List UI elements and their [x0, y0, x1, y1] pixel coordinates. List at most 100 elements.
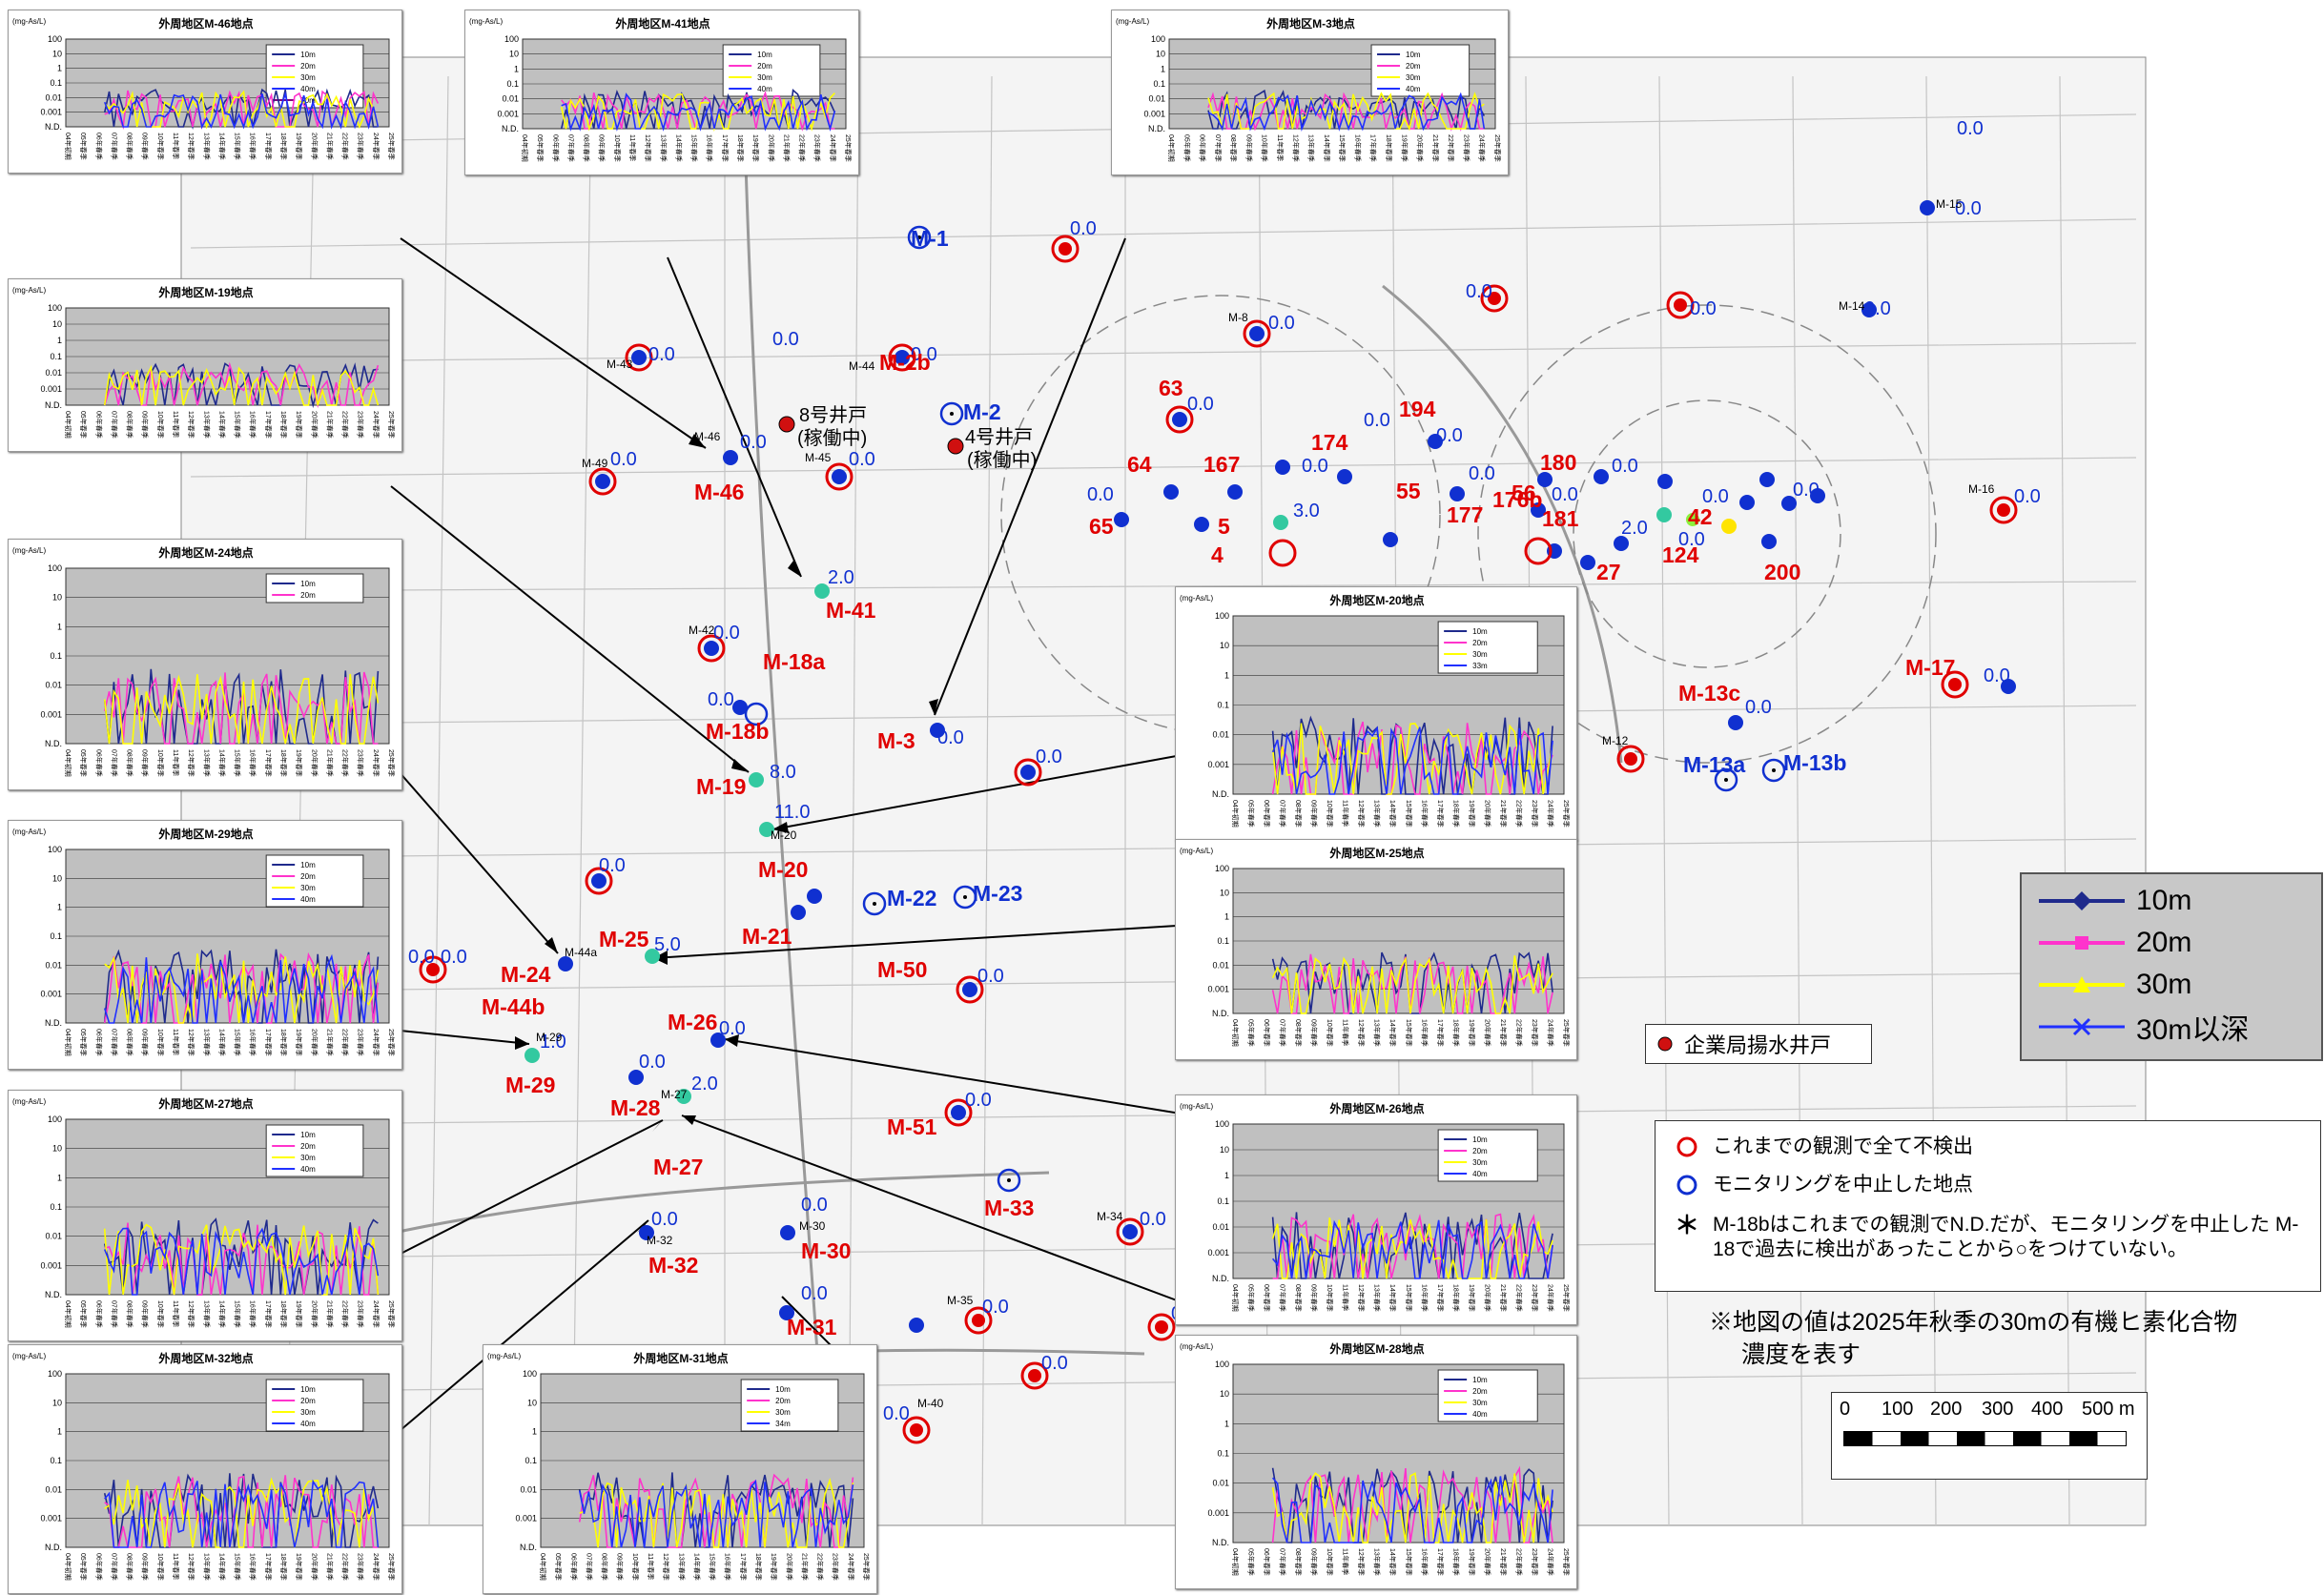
- map-label: M-41: [826, 598, 876, 623]
- x-tick-label: 17年春季: [1436, 800, 1445, 828]
- svg-text:0.0: 0.0: [1187, 394, 1214, 415]
- x-tick-label: 07年春季: [110, 133, 118, 160]
- x-tick-label: 12年春季: [1357, 1548, 1366, 1576]
- legend-label: 20m: [1472, 639, 1488, 647]
- x-tick-label: 19年春季: [295, 411, 303, 439]
- svg-text:M-16: M-16: [1968, 482, 1995, 496]
- x-tick-label: 16年春季: [249, 1300, 257, 1328]
- x-tick-label: 18年春季: [736, 134, 745, 162]
- svg-text:0.0: 0.0: [441, 947, 467, 968]
- svg-text:M-12: M-12: [1602, 734, 1629, 747]
- x-tick-label: 19年春季: [295, 1300, 303, 1328]
- y-tick-label: 0.01: [1212, 960, 1229, 970]
- x-tick-label: 25年春季: [862, 1553, 871, 1581]
- x-tick-label: 24年春季: [1546, 1284, 1554, 1312]
- x-tick-label: 15年春季: [709, 1553, 717, 1581]
- x-tick-label: 11年春季: [1342, 1284, 1350, 1311]
- y-tick-label: 100: [504, 34, 519, 44]
- y-tick-label: 10: [52, 1144, 62, 1154]
- series-line: [578, 1473, 854, 1548]
- svg-text:0.0: 0.0: [911, 344, 937, 365]
- x-tick-label: 08年春季: [1294, 800, 1303, 828]
- x-tick-label: 14年春季: [1388, 800, 1397, 828]
- y-tick-label: 0.1: [50, 931, 62, 941]
- legend-label: 30m: [300, 1154, 316, 1162]
- map-label: M-18a: [763, 649, 825, 674]
- x-tick-label: 24年春季: [1546, 1019, 1554, 1047]
- map-note: ※地図の値は2025年秋季の30mの有機ヒ素化合物 濃度を表す: [1709, 1309, 2238, 1368]
- svg-text:0.0: 0.0: [1140, 1209, 1166, 1230]
- chart-unit: (mg-As/L): [12, 286, 46, 295]
- svg-text:M-49: M-49: [582, 457, 608, 470]
- legend-label: 30m: [1472, 1158, 1488, 1167]
- x-tick-label: 13年春季: [1307, 134, 1316, 162]
- x-tick-label: 20年春季: [310, 749, 319, 777]
- chart-unit: (mg-As/L): [469, 17, 503, 26]
- x-tick-label: 18年春季: [279, 749, 288, 777]
- series-line: [1271, 1217, 1553, 1279]
- svg-text:0.0: 0.0: [1702, 486, 1729, 507]
- y-tick-label: 10: [509, 50, 519, 59]
- chart-unit: (mg-As/L): [1180, 1102, 1213, 1111]
- series-line: [1271, 1219, 1553, 1279]
- svg-text:0.0: 0.0: [1087, 484, 1114, 505]
- chart-unit: (mg-As/L): [1116, 17, 1149, 26]
- x-tick-label: 20年春季: [1416, 134, 1425, 162]
- map-label: M-51: [887, 1114, 937, 1139]
- y-tick-label: N.D.: [1212, 1538, 1229, 1547]
- chart-m32: 外周地区M-32地点 (mg-As/L) 100 10 1 0.1 0.01 0.001 N.D…: [8, 1344, 402, 1594]
- x-tick-label: 25年春季: [1562, 1548, 1571, 1576]
- chart-m29: 外周地区M-29地点 (mg-As/L) 100 10 1 0.1 0.01 0.001 N.D…: [8, 820, 402, 1070]
- map-label: 176b: [1492, 487, 1542, 512]
- map-label: M-18b: [706, 719, 769, 744]
- map-label: M-3: [877, 728, 915, 753]
- x-tick-label: 24年春季: [1546, 800, 1554, 828]
- y-tick-label: 1: [57, 1173, 62, 1182]
- x-tick-label: 16年春季: [1420, 1548, 1429, 1576]
- y-tick-label: 100: [48, 1114, 62, 1124]
- y-tick-label: 0.1: [50, 352, 62, 361]
- svg-text:0.0: 0.0: [977, 966, 1004, 987]
- series-line: [578, 1479, 854, 1548]
- map-label: M-33: [984, 1196, 1034, 1220]
- x-tick-label: 10年春季: [156, 1029, 165, 1056]
- x-tick-label: 13年春季: [659, 134, 668, 162]
- x-tick-label: 25年春季: [1562, 1019, 1571, 1047]
- map-label: 55: [1396, 479, 1421, 503]
- svg-text:0.0: 0.0: [1364, 410, 1390, 431]
- series-line: [561, 92, 836, 132]
- y-tick-label: 0.1: [1153, 79, 1165, 89]
- svg-text:0.0: 0.0: [740, 432, 767, 453]
- map-label: M-2b: [879, 350, 931, 375]
- x-tick-label: 21年春季: [800, 1553, 809, 1581]
- x-tick-label: 24年春季: [372, 411, 380, 439]
- legend-label: 10m: [300, 580, 316, 588]
- svg-text:0.0: 0.0: [1469, 463, 1495, 484]
- y-tick-label: 1: [57, 1427, 62, 1437]
- y-tick-label: 10: [52, 49, 62, 58]
- svg-text:0.0: 0.0: [772, 329, 799, 350]
- x-tick-label: 07年春季: [110, 1029, 118, 1056]
- x-tick-label: 16年春季: [1420, 800, 1429, 828]
- x-tick-label: 11年春季: [172, 411, 180, 438]
- x-tick-label: 22年春季: [1514, 1019, 1523, 1047]
- x-tick-label: 18年春季: [279, 411, 288, 439]
- chart-svg: 外周地区M-29地点 (mg-As/L) 100 10 1 0.1 0.01 0.001 N.D…: [12, 827, 396, 1056]
- map-label: 56: [1512, 481, 1536, 505]
- legend-label: 20m: [757, 62, 772, 71]
- chart-svg: 外周地区M-3地点 (mg-As/L)100 10 1 0.1 0.01 0.001 N.D.…: [1116, 16, 1502, 162]
- svg-text:0.0: 0.0: [937, 727, 964, 748]
- x-tick-label: 16年春季: [249, 133, 257, 160]
- x-tick-label: 08年春季: [1294, 1019, 1303, 1047]
- y-tick-label: 100: [48, 563, 62, 573]
- svg-text:2.0: 2.0: [691, 1074, 718, 1094]
- x-tick-label: 18年春季: [279, 1300, 288, 1328]
- legend-label: 20m: [300, 872, 316, 881]
- series-line: [103, 1227, 380, 1296]
- x-tick-label: 21年春季: [325, 1553, 334, 1581]
- map-label: M-28: [610, 1095, 661, 1120]
- x-tick-label: 25年春季: [387, 411, 396, 439]
- x-tick-label: 18年春季: [1451, 1284, 1460, 1312]
- x-tick-label: 24年春季: [372, 1029, 380, 1056]
- x-tick-label: 24年春季: [829, 134, 837, 162]
